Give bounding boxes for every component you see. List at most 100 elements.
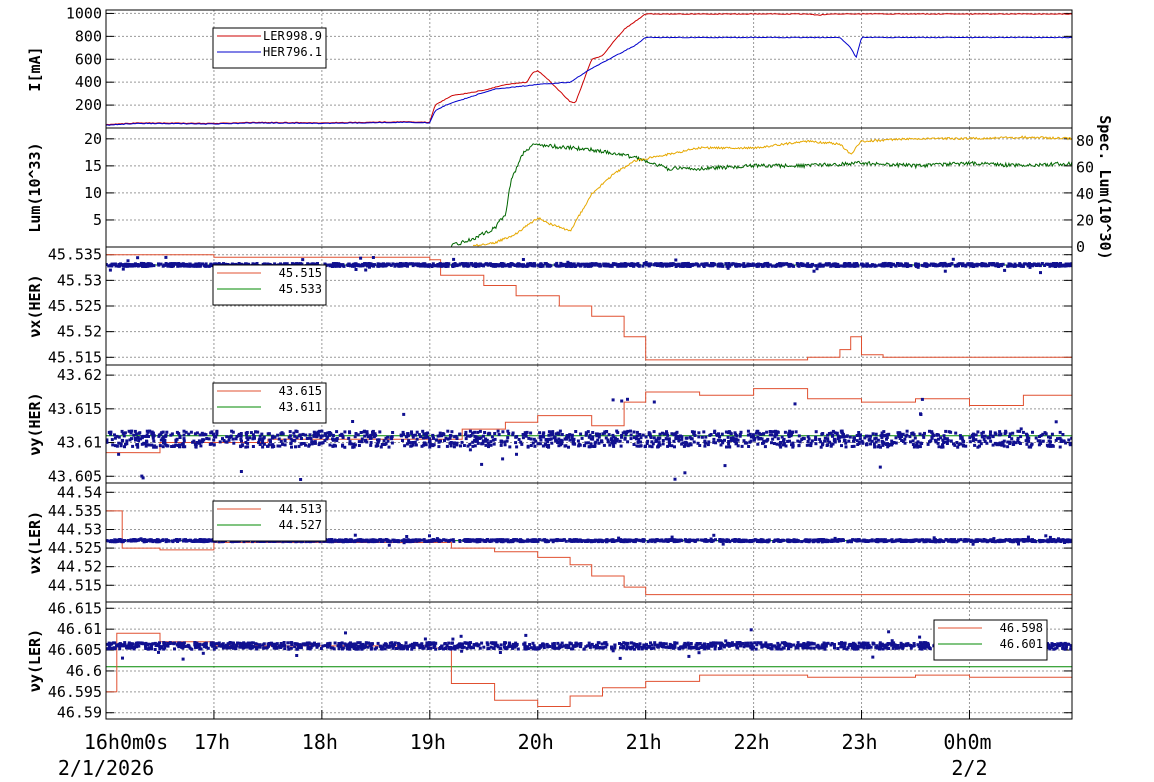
tune-point [292, 431, 296, 435]
tune-point [478, 538, 482, 542]
tune-point [1019, 538, 1023, 542]
tune-point [734, 539, 738, 543]
tune-point [567, 445, 570, 449]
tune-point [517, 438, 521, 441]
tune-point [281, 432, 285, 436]
tune-point [145, 443, 149, 447]
tune-point [786, 439, 790, 443]
tune-point [903, 441, 907, 445]
tune-point [121, 267, 125, 271]
tune-point [597, 441, 601, 445]
tune-point [763, 445, 767, 449]
tune-point [279, 262, 282, 266]
y-tick-label: 45.53 [57, 271, 102, 289]
tune-point [386, 435, 390, 439]
tune-point [567, 644, 571, 648]
tune-point [143, 442, 147, 446]
tune-point [253, 262, 257, 266]
tune-point [443, 439, 446, 443]
tune-point [824, 262, 828, 266]
tune-point [480, 462, 484, 466]
tune-point [159, 262, 163, 266]
tune-point [130, 264, 134, 268]
tune-point [901, 440, 905, 443]
tune-point [275, 646, 279, 650]
tune-point [244, 441, 248, 444]
tune-point [840, 538, 844, 542]
tune-point [128, 263, 132, 267]
tune-point [705, 539, 709, 543]
tune-point [351, 264, 354, 268]
tune-point [446, 429, 450, 433]
tune-point [798, 440, 802, 444]
tune-point [261, 445, 265, 449]
tune-point [624, 433, 628, 436]
tune-point [825, 538, 828, 542]
tune-point [1017, 539, 1021, 542]
tune-point [350, 442, 354, 446]
tune-point [687, 539, 691, 543]
tune-point [632, 443, 636, 446]
tune-point [1012, 540, 1015, 544]
tune-point [726, 435, 730, 439]
tune-point [505, 263, 509, 267]
tune-point [252, 435, 256, 438]
tune-point [175, 262, 179, 266]
tune-point [135, 645, 139, 649]
tune-point [674, 263, 678, 267]
tune-point [632, 647, 636, 651]
tune-point [532, 437, 536, 441]
tune-point [673, 445, 676, 449]
tune-point [696, 441, 700, 445]
tune-point [1043, 264, 1047, 267]
tune-point [539, 438, 543, 442]
tune-point [834, 539, 838, 543]
tune-point [824, 644, 828, 648]
tune-point [758, 540, 761, 544]
plot-area [450, 135, 1072, 247]
tune-point [489, 645, 493, 649]
tune-point [300, 437, 303, 440]
tune-point [1056, 437, 1059, 441]
tune-point [1029, 263, 1033, 266]
tune-point [1032, 539, 1036, 543]
tune-point [600, 539, 604, 543]
tune-point [359, 431, 363, 434]
tune-point [157, 263, 161, 267]
tune-point [182, 539, 185, 543]
tune-point [573, 538, 577, 542]
tune-point [599, 264, 602, 268]
tune-point [850, 540, 853, 544]
tune-point [359, 256, 363, 260]
tune-point [289, 646, 293, 650]
tune-point [404, 538, 408, 542]
tune-point [833, 431, 837, 435]
tune-point [770, 264, 774, 268]
tune-point [559, 443, 563, 447]
tune-point [773, 538, 777, 542]
tune-point [406, 434, 410, 438]
tune-point [566, 435, 570, 439]
tune-point [591, 435, 595, 439]
tune-point [698, 444, 702, 447]
tune-point [610, 441, 614, 445]
tune-point [151, 540, 155, 544]
tune-point [885, 436, 889, 439]
tune-point [218, 440, 222, 444]
tune-point [656, 645, 660, 649]
tune-point [222, 439, 226, 442]
tune-point [127, 646, 131, 650]
tune-point [112, 262, 116, 266]
tune-point [442, 647, 445, 651]
tune-point [476, 441, 480, 445]
legend-name: HER [263, 45, 285, 59]
tune-point [592, 645, 596, 649]
tune-point [972, 433, 976, 437]
tune-point [806, 646, 810, 650]
tune-point [257, 441, 261, 445]
tune-point [409, 540, 413, 544]
tune-point [1048, 535, 1052, 539]
tune-point [639, 436, 643, 440]
tune-point [689, 539, 693, 543]
tune-point [883, 442, 887, 446]
